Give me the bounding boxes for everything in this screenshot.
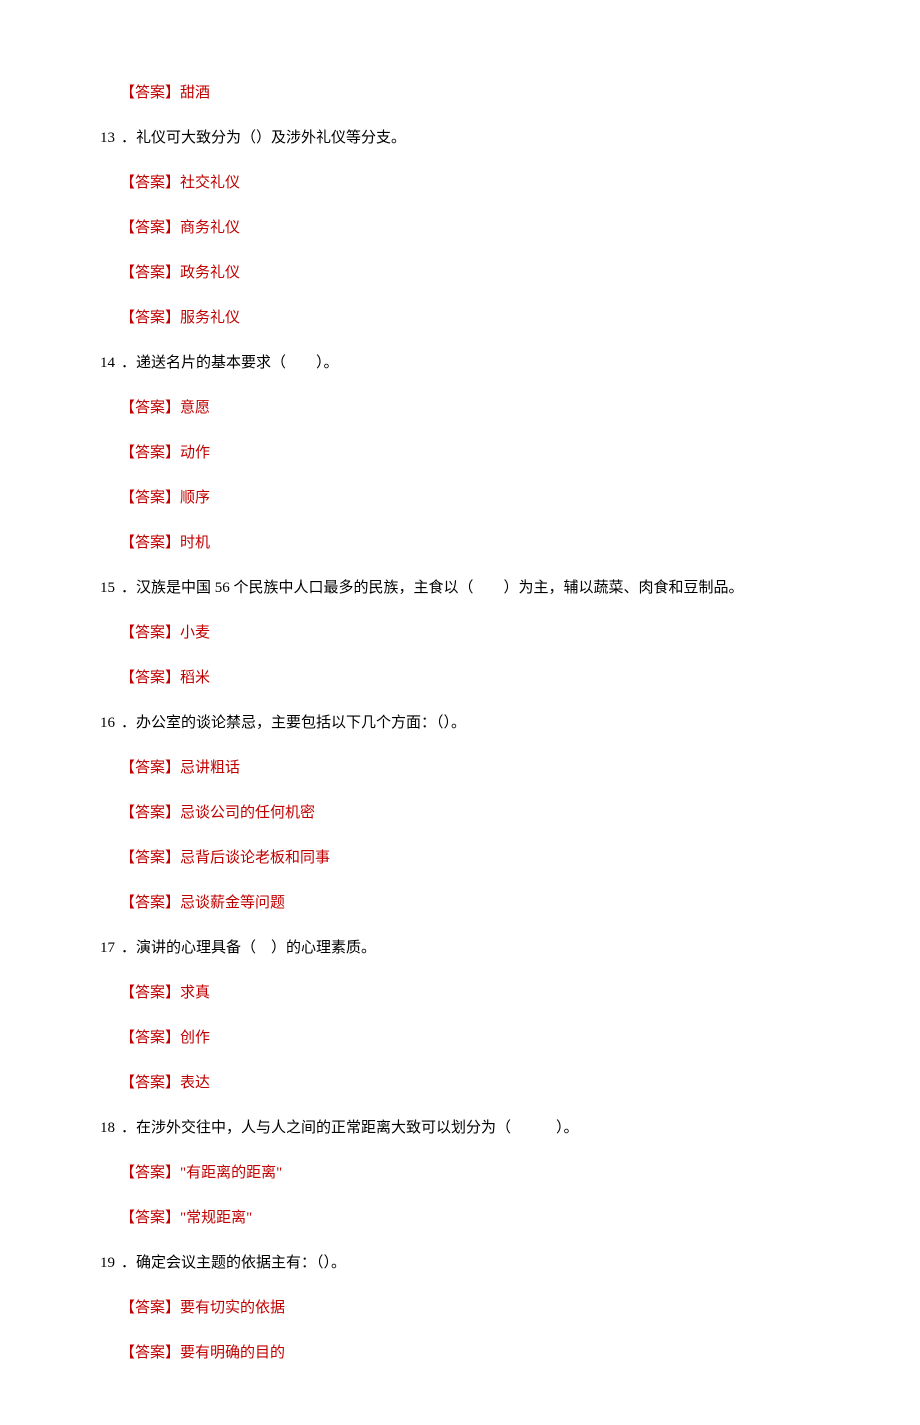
answer-text: 求真 [180,985,210,1001]
question-number: 17 [100,940,115,956]
answer-label: 【答案】 [120,445,180,461]
question-line: 14 ．递送名片的基本要求（ ）。 [100,350,820,377]
answer-label: 【答案】 [120,535,180,551]
answer-line: 【答案】"有距离的距离" [120,1160,820,1187]
answer-line: 【答案】忌谈薪金等问题 [120,890,820,917]
question-number: 16 [100,715,115,731]
answer-label: 【答案】 [120,1345,180,1361]
answer-text: 时机 [180,535,210,551]
answer-label: 【答案】 [120,895,180,911]
answer-text: 创作 [180,1030,210,1046]
answer-label: 【答案】 [120,1030,180,1046]
answer-line: 【答案】求真 [120,980,820,1007]
answer-line: 【答案】要有切实的依据 [120,1295,820,1322]
answer-label: 【答案】 [120,805,180,821]
answer-label: 【答案】 [120,1075,180,1091]
question-line: 13 ．礼仪可大致分为（）及涉外礼仪等分支。 [100,125,820,152]
answer-text: "有距离的距离" [180,1165,282,1181]
answer-label: 【答案】 [120,310,180,326]
answer-label: 【答案】 [120,1300,180,1316]
answer-line: 【答案】甜酒 [120,80,820,107]
question-text: ．礼仪可大致分为（）及涉外礼仪等分支。 [121,130,406,146]
answer-label: 【答案】 [120,85,180,101]
answer-label: 【答案】 [120,490,180,506]
question-line: 18 ．在涉外交往中，人与人之间的正常距离大致可以划分为（ ）。 [100,1115,820,1142]
answer-line: 【答案】"常规距离" [120,1205,820,1232]
question-number: 14 [100,355,115,371]
question-text: ．确定会议主题的依据主有：（）。 [121,1255,346,1271]
question-number: 18 [100,1120,115,1136]
answer-text: 要有切实的依据 [180,1300,285,1316]
answer-label: 【答案】 [120,1210,180,1226]
answer-label: 【答案】 [120,670,180,686]
question-line: 16 ．办公室的谈论禁忌，主要包括以下几个方面：（）。 [100,710,820,737]
answer-text: 忌谈公司的任何机密 [180,805,315,821]
question-number: 13 [100,130,115,146]
answer-label: 【答案】 [120,175,180,191]
answer-line: 【答案】社交礼仪 [120,170,820,197]
answer-line: 【答案】服务礼仪 [120,305,820,332]
answer-line: 【答案】小麦 [120,620,820,647]
answer-line: 【答案】忌讲粗话 [120,755,820,782]
question-number: 19 [100,1255,115,1271]
answer-text: 忌背后谈论老板和同事 [180,850,330,866]
answer-text: 要有明确的目的 [180,1345,285,1361]
answer-line: 【答案】时机 [120,530,820,557]
answer-line: 【答案】表达 [120,1070,820,1097]
answer-text: 商务礼仪 [180,220,240,236]
answer-line: 【答案】动作 [120,440,820,467]
answer-text: 政务礼仪 [180,265,240,281]
answer-label: 【答案】 [120,985,180,1001]
answer-line: 【答案】政务礼仪 [120,260,820,287]
answer-text: 小麦 [180,625,210,641]
answer-text: 动作 [180,445,210,461]
question-text: ．办公室的谈论禁忌，主要包括以下几个方面：（）。 [121,715,466,731]
answer-text: 忌讲粗话 [180,760,240,776]
answer-text: 意愿 [180,400,210,416]
answer-line: 【答案】意愿 [120,395,820,422]
answer-line: 【答案】稻米 [120,665,820,692]
answer-text: 社交礼仪 [180,175,240,191]
question-text: ．递送名片的基本要求（ ）。 [121,355,339,371]
question-line: 17 ．演讲的心理具备（ ）的心理素质。 [100,935,820,962]
document-content: 【答案】甜酒13．礼仪可大致分为（）及涉外礼仪等分支。【答案】社交礼仪【答案】商… [100,80,820,1367]
question-text: ．演讲的心理具备（ ）的心理素质。 [121,940,376,956]
answer-label: 【答案】 [120,220,180,236]
question-line: 19 ．确定会议主题的依据主有：（）。 [100,1250,820,1277]
answer-line: 【答案】商务礼仪 [120,215,820,242]
answer-text: 服务礼仪 [180,310,240,326]
answer-label: 【答案】 [120,625,180,641]
answer-label: 【答案】 [120,1165,180,1181]
question-line: 15 ．汉族是中国 56 个民族中人口最多的民族，主食以（ ）为主，辅以蔬菜、肉食… [100,575,820,602]
question-text: ．在涉外交往中，人与人之间的正常距离大致可以划分为（ ）。 [121,1120,579,1136]
answer-label: 【答案】 [120,265,180,281]
question-number: 15 [100,580,115,596]
answer-text: 甜酒 [180,85,210,101]
answer-line: 【答案】忌背后谈论老板和同事 [120,845,820,872]
answer-text: "常规距离" [180,1210,252,1226]
answer-text: 顺序 [180,490,210,506]
answer-text: 稻米 [180,670,210,686]
answer-label: 【答案】 [120,760,180,776]
answer-text: 表达 [180,1075,210,1091]
answer-line: 【答案】要有明确的目的 [120,1340,820,1367]
answer-label: 【答案】 [120,850,180,866]
answer-text: 忌谈薪金等问题 [180,895,285,911]
answer-label: 【答案】 [120,400,180,416]
answer-line: 【答案】忌谈公司的任何机密 [120,800,820,827]
answer-line: 【答案】顺序 [120,485,820,512]
question-text: ．汉族是中国 56 个民族中人口最多的民族，主食以（ ）为主，辅以蔬菜、肉食和豆… [121,580,744,596]
answer-line: 【答案】创作 [120,1025,820,1052]
